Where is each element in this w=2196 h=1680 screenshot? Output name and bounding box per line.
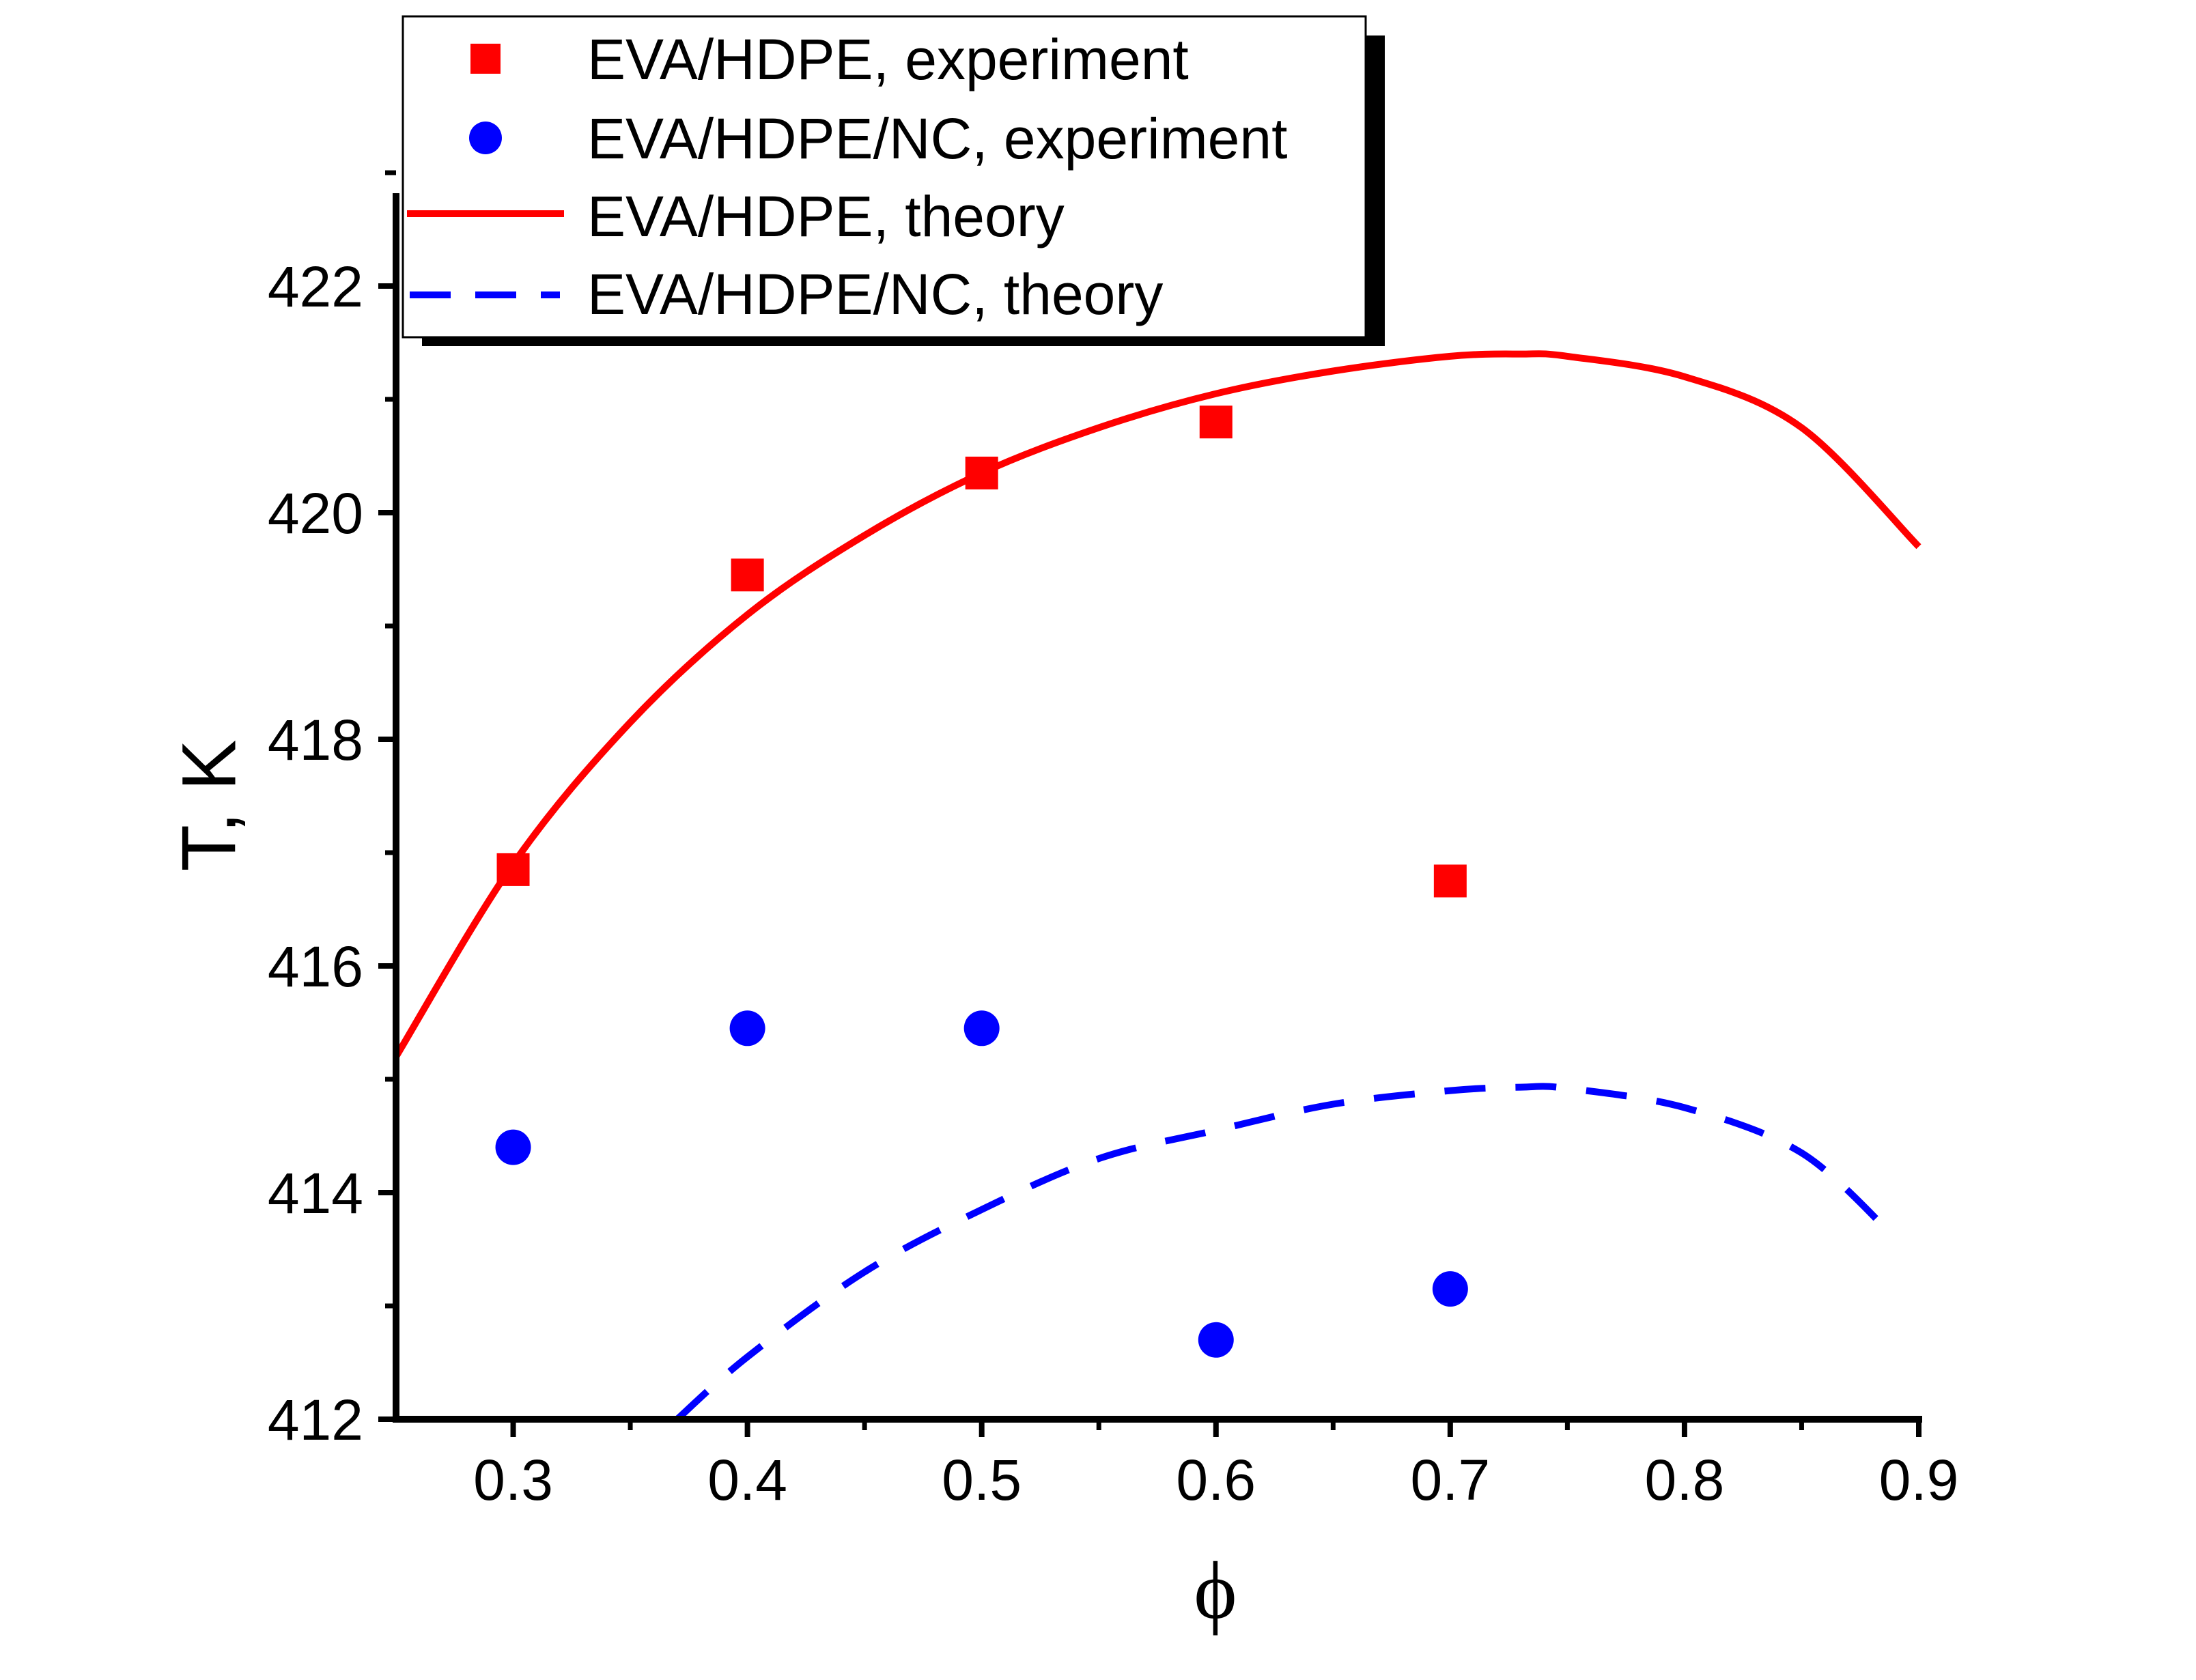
x-tick-label: 0.5 — [942, 1448, 1022, 1512]
x-tick-label: 0.6 — [1176, 1448, 1256, 1512]
eva-hdpe-theory-line — [393, 350, 1922, 1059]
x-tick-label: 0.3 — [473, 1448, 553, 1512]
eva-hdpe-nc-experiment-point — [1432, 1271, 1468, 1307]
eva-hdpe-experiment-point — [1199, 405, 1233, 439]
y-tick-label: 418 — [268, 708, 363, 772]
eva-hdpe-nc-experiment-point — [1198, 1322, 1234, 1358]
y-axis-title: T, K — [167, 740, 252, 872]
x-tick-label: 0.4 — [707, 1448, 787, 1512]
eva-hdpe-nc-experiment-point — [495, 1129, 531, 1165]
eva-hdpe-experiment-point — [731, 558, 764, 592]
eva-hdpe-experiment-point — [965, 456, 998, 489]
y-tick-label: 422 — [268, 255, 363, 319]
x-tick-label: 0.9 — [1879, 1448, 1959, 1512]
legend-label-eva-hdpe-nc-experiment: EVA/HDPE/NC, experiment — [587, 106, 1287, 171]
eva-hdpe-nc-experiment-point — [963, 1010, 1000, 1047]
ticks: 0.3 0.4 0.5 0.6 0.7 0.8 0.9 412 414 416 418 420 422 — [268, 170, 1959, 1512]
x-tick-label: 0.8 — [1645, 1448, 1725, 1512]
legend-box — [402, 15, 1367, 339]
series-layer — [393, 350, 1922, 1422]
eva-hdpe-nc-experiment-point — [729, 1010, 765, 1047]
y-tick-label: 412 — [268, 1388, 363, 1452]
x-tick-label: 0.7 — [1410, 1448, 1490, 1512]
legend-label-eva-hdpe-theory: EVA/HDPE, theory — [587, 184, 1065, 248]
y-tick-label: 416 — [268, 935, 363, 999]
legend-marker-square — [470, 44, 501, 74]
eva-hdpe-nc-theory-line — [675, 1083, 1898, 1422]
eva-hdpe-experiment-point — [496, 853, 530, 886]
y-tick-label: 420 — [268, 481, 363, 545]
y-tick-label: 414 — [268, 1161, 363, 1225]
eva-hdpe-experiment-point — [1433, 864, 1467, 898]
x-axis-title: ϕ — [1194, 1545, 1237, 1636]
legend-label-eva-hdpe-experiment: EVA/HDPE, experiment — [587, 27, 1189, 91]
legend-marker-circle — [469, 122, 502, 154]
legend-label-eva-hdpe-nc-theory: EVA/HDPE/NC, theory — [587, 262, 1163, 326]
legend: EVA/HDPE, experiment EVA/HDPE/NC, experi… — [402, 15, 1385, 346]
